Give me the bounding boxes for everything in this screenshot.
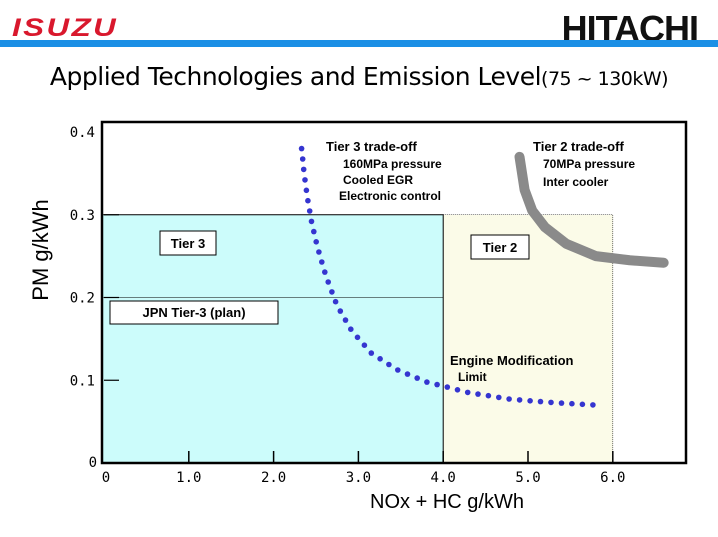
tier2-label: Tier 2 bbox=[483, 240, 517, 255]
x-tick-label: 0 bbox=[102, 470, 110, 486]
tier3-tradeoff-dot bbox=[377, 356, 383, 362]
tier3-tradeoff-dot bbox=[414, 375, 421, 381]
tier2-label-box bbox=[470, 234, 530, 260]
tier3-label: Tier 3 bbox=[171, 236, 205, 251]
tier3-tradeoff-dot bbox=[306, 208, 313, 214]
tier3-tradeoff-dot bbox=[308, 218, 315, 225]
tier3-tradeoff-dot bbox=[485, 392, 492, 399]
tier3-tradeoff-dot bbox=[332, 298, 339, 305]
tier3-tradeoff-dot bbox=[311, 228, 317, 235]
tier3-tradeoff-dot bbox=[516, 397, 523, 403]
tier3-tradeoff-dot bbox=[395, 367, 401, 373]
tier3-tradeoff-dot bbox=[313, 239, 320, 245]
y-tick-label: 0.3 bbox=[70, 208, 95, 224]
x-tick-label: 5.0 bbox=[515, 470, 540, 486]
tier3-tradeoff-dot bbox=[434, 381, 440, 388]
engine-mod-title: Engine Modification bbox=[450, 353, 574, 368]
tier3-tradeoff-dot bbox=[506, 396, 512, 402]
y-tick-label: 0.4 bbox=[70, 125, 95, 141]
tier3-tradeoff-dot bbox=[444, 384, 451, 390]
tier3-tradeoff-dot bbox=[303, 187, 310, 194]
tier3-tradeoff-dot bbox=[298, 145, 305, 152]
tier2-note-pressure: 70MPa pressure bbox=[543, 157, 635, 171]
tier3-tradeoff-dot bbox=[454, 387, 461, 393]
tier3-tradeoff-dot bbox=[424, 379, 430, 385]
tier3-tradeoff-dot bbox=[590, 402, 596, 408]
tier3-tradeoff-dot bbox=[548, 399, 554, 406]
tier3-tradeoff-dot bbox=[569, 400, 575, 407]
y-tick-label: 0.2 bbox=[70, 291, 95, 307]
tier3-tradeoff-dot bbox=[404, 371, 411, 377]
tier3-note-pressure: 160MPa pressure bbox=[343, 157, 442, 171]
y-tick-label: 0 bbox=[89, 455, 97, 471]
tier3-tradeoff-dot bbox=[464, 389, 471, 396]
slide-title: Applied Technologies and Emission Level(… bbox=[0, 62, 718, 91]
y-axis-label: PM g/kWh bbox=[28, 199, 53, 300]
x-axis: 0 1.0 2.0 3.0 4.0 5.0 6.0 bbox=[102, 451, 625, 486]
tier2-note-intercooler: Inter cooler bbox=[543, 175, 609, 189]
title-subtitle: (75 ~ 130kW) bbox=[541, 68, 669, 90]
tier3-tradeoff-dot bbox=[558, 400, 565, 406]
tier3-tradeoff-dot bbox=[322, 269, 328, 275]
tier3-note-control: Electronic control bbox=[339, 189, 441, 203]
tier3-tradeoff-dot bbox=[316, 249, 322, 255]
tier3-tradeoff-dot bbox=[302, 177, 308, 183]
tier3-tradeoff-dot bbox=[325, 279, 332, 285]
tier3-tradeoff-series bbox=[298, 145, 596, 408]
tier3-label-box bbox=[159, 230, 217, 256]
tier3-tradeoff-dot bbox=[386, 361, 392, 368]
tier2-tradeoff-title: Tier 2 trade-off bbox=[533, 139, 624, 154]
tier3-tradeoff-dot bbox=[319, 259, 325, 265]
tier3-tradeoff-dot bbox=[537, 398, 544, 405]
tier3-tradeoff-dot bbox=[527, 398, 533, 404]
engine-mod-limit: Limit bbox=[458, 370, 487, 384]
x-tick-label: 3.0 bbox=[346, 470, 371, 486]
tier3-tradeoff-dot bbox=[368, 350, 375, 356]
tier3-tradeoff-dot bbox=[475, 391, 481, 397]
tier3-region bbox=[101, 214, 444, 464]
jpn-plan-label: JPN Tier-3 (plan) bbox=[142, 305, 245, 320]
x-axis-label: NOx + HC g/kWh bbox=[370, 491, 524, 513]
x-tick-label: 4.0 bbox=[431, 470, 456, 486]
jpn-label-box bbox=[109, 300, 279, 325]
tier3-tradeoff-dot bbox=[305, 197, 311, 204]
x-tick-label: 1.0 bbox=[176, 470, 201, 486]
x-tick-label: 6.0 bbox=[600, 470, 625, 486]
title-main: Applied Technologies and Emission Level bbox=[49, 62, 542, 91]
tier3-tradeoff-title: Tier 3 trade-off bbox=[326, 139, 417, 154]
tier2-tradeoff-series bbox=[514, 151, 669, 268]
tier3-tradeoff-dot bbox=[300, 166, 307, 173]
tier3-tradeoff-dot bbox=[348, 326, 354, 333]
tier3-note-egr: Cooled EGR bbox=[343, 173, 413, 187]
tier3-tradeoff-dot bbox=[354, 334, 361, 341]
tier3-tradeoff-dot bbox=[361, 342, 368, 349]
header-divider bbox=[0, 40, 718, 47]
tier3-tradeoff-dot bbox=[299, 156, 306, 162]
tier3-tradeoff-dot bbox=[337, 308, 344, 314]
tier3-tradeoff-dot bbox=[496, 394, 502, 401]
y-tick-label: 0.1 bbox=[70, 373, 95, 389]
tier2-tradeoff-line bbox=[514, 151, 669, 268]
tier3-tradeoff-dot bbox=[342, 317, 349, 323]
plot-frame bbox=[100, 120, 688, 465]
y-axis: 0 0.1 0.2 0.3 0.4 bbox=[70, 125, 119, 471]
isuzu-logo: ISUZU bbox=[12, 14, 119, 42]
x-tick-label: 2.0 bbox=[261, 470, 286, 486]
tier3-tradeoff-dot bbox=[579, 401, 586, 408]
tier3-tradeoff-dot bbox=[329, 289, 335, 295]
